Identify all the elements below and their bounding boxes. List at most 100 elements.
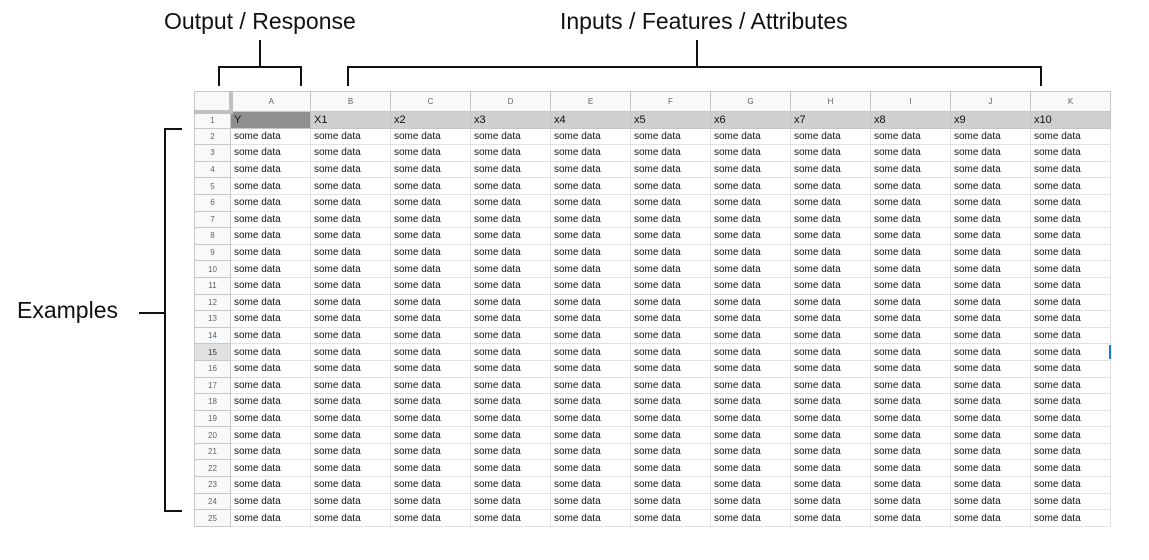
data-cell[interactable]: some data: [870, 409, 951, 428]
data-cell[interactable]: some data: [870, 442, 951, 461]
data-cell[interactable]: some data: [230, 459, 311, 478]
data-cell[interactable]: some data: [790, 459, 871, 478]
data-cell[interactable]: some data: [230, 426, 311, 444]
data-cell[interactable]: some data: [870, 127, 951, 146]
data-cell[interactable]: some data: [390, 227, 471, 245]
data-cell[interactable]: some data: [870, 459, 951, 478]
data-cell[interactable]: some data: [950, 409, 1031, 428]
data-cell[interactable]: some data: [630, 193, 711, 212]
data-cell[interactable]: some data: [1030, 442, 1111, 461]
header-cell-a[interactable]: Y: [230, 111, 311, 129]
data-cell[interactable]: some data: [470, 459, 551, 478]
data-cell[interactable]: some data: [630, 293, 711, 312]
data-cell[interactable]: some data: [710, 160, 791, 179]
data-cell[interactable]: some data: [790, 359, 871, 378]
data-cell[interactable]: some data: [470, 376, 551, 395]
data-cell[interactable]: some data: [630, 442, 711, 461]
data-cell[interactable]: some data: [870, 210, 951, 229]
data-cell[interactable]: some data: [1030, 210, 1111, 229]
data-cell[interactable]: some data: [870, 160, 951, 179]
data-cell[interactable]: some data: [950, 343, 1031, 361]
data-cell[interactable]: some data: [710, 243, 791, 262]
data-cell[interactable]: some data: [950, 160, 1031, 179]
data-cell[interactable]: some data: [710, 409, 791, 428]
data-cell[interactable]: some data: [950, 476, 1031, 494]
select-all-corner[interactable]: [194, 91, 233, 114]
column-header-b[interactable]: B: [310, 91, 391, 112]
data-cell[interactable]: some data: [790, 177, 871, 195]
data-cell[interactable]: some data: [630, 326, 711, 345]
data-cell[interactable]: some data: [550, 310, 631, 328]
data-cell[interactable]: some data: [550, 227, 631, 245]
data-cell[interactable]: some data: [1030, 459, 1111, 478]
data-cell[interactable]: some data: [390, 426, 471, 444]
data-cell[interactable]: some data: [870, 326, 951, 345]
data-cell[interactable]: some data: [710, 459, 791, 478]
data-cell[interactable]: some data: [630, 310, 711, 328]
data-cell[interactable]: some data: [230, 359, 311, 378]
data-cell[interactable]: some data: [230, 509, 311, 527]
header-cell-h[interactable]: x7: [790, 111, 871, 129]
data-cell[interactable]: some data: [550, 393, 631, 411]
data-cell[interactable]: some data: [710, 442, 791, 461]
row-number[interactable]: 2: [194, 127, 231, 146]
row-number[interactable]: 15: [194, 343, 231, 361]
data-cell[interactable]: some data: [550, 326, 631, 345]
data-cell[interactable]: some data: [1030, 260, 1111, 278]
data-cell[interactable]: some data: [310, 127, 391, 146]
data-cell[interactable]: some data: [710, 376, 791, 395]
data-cell[interactable]: some data: [870, 426, 951, 444]
row-number[interactable]: 9: [194, 243, 231, 262]
data-cell[interactable]: some data: [790, 409, 871, 428]
data-cell[interactable]: some data: [470, 210, 551, 229]
data-cell[interactable]: some data: [630, 227, 711, 245]
data-cell[interactable]: some data: [310, 426, 391, 444]
data-cell[interactable]: some data: [1030, 193, 1111, 212]
data-cell[interactable]: some data: [1030, 276, 1111, 295]
data-cell[interactable]: some data: [550, 210, 631, 229]
data-cell[interactable]: some data: [470, 227, 551, 245]
data-cell[interactable]: some data: [1030, 243, 1111, 262]
data-cell[interactable]: some data: [950, 227, 1031, 245]
data-cell[interactable]: some data: [310, 243, 391, 262]
data-cell[interactable]: some data: [790, 144, 871, 162]
header-cell-k[interactable]: x10: [1030, 111, 1111, 129]
column-header-e[interactable]: E: [550, 91, 631, 112]
data-cell[interactable]: some data: [630, 127, 711, 146]
data-cell[interactable]: some data: [950, 426, 1031, 444]
data-cell[interactable]: some data: [550, 293, 631, 312]
data-cell[interactable]: some data: [710, 127, 791, 146]
data-cell[interactable]: some data: [230, 476, 311, 494]
data-cell[interactable]: some data: [870, 260, 951, 278]
data-cell[interactable]: some data: [230, 177, 311, 195]
data-cell[interactable]: some data: [950, 177, 1031, 195]
data-cell[interactable]: some data: [550, 492, 631, 511]
data-cell[interactable]: some data: [950, 310, 1031, 328]
data-cell[interactable]: some data: [230, 276, 311, 295]
data-cell[interactable]: some data: [310, 144, 391, 162]
data-cell[interactable]: some data: [790, 442, 871, 461]
data-cell[interactable]: some data: [950, 243, 1031, 262]
data-cell[interactable]: some data: [630, 210, 711, 229]
data-cell[interactable]: some data: [230, 343, 311, 361]
data-cell[interactable]: some data: [710, 359, 791, 378]
data-cell[interactable]: some data: [230, 376, 311, 395]
row-number[interactable]: 23: [194, 476, 231, 494]
data-cell[interactable]: some data: [1030, 144, 1111, 162]
data-cell[interactable]: some data: [550, 442, 631, 461]
data-cell[interactable]: some data: [310, 310, 391, 328]
row-number[interactable]: 16: [194, 359, 231, 378]
data-cell[interactable]: some data: [310, 409, 391, 428]
data-cell[interactable]: some data: [870, 376, 951, 395]
data-cell[interactable]: some data: [870, 144, 951, 162]
data-cell[interactable]: some data: [710, 509, 791, 527]
data-cell[interactable]: some data: [710, 343, 791, 361]
data-cell[interactable]: some data: [790, 260, 871, 278]
data-cell[interactable]: some data: [630, 409, 711, 428]
data-cell[interactable]: some data: [1030, 343, 1111, 361]
data-cell[interactable]: some data: [230, 193, 311, 212]
row-number[interactable]: 7: [194, 210, 231, 229]
data-cell[interactable]: some data: [1030, 426, 1111, 444]
data-cell[interactable]: some data: [390, 127, 471, 146]
data-cell[interactable]: some data: [470, 359, 551, 378]
